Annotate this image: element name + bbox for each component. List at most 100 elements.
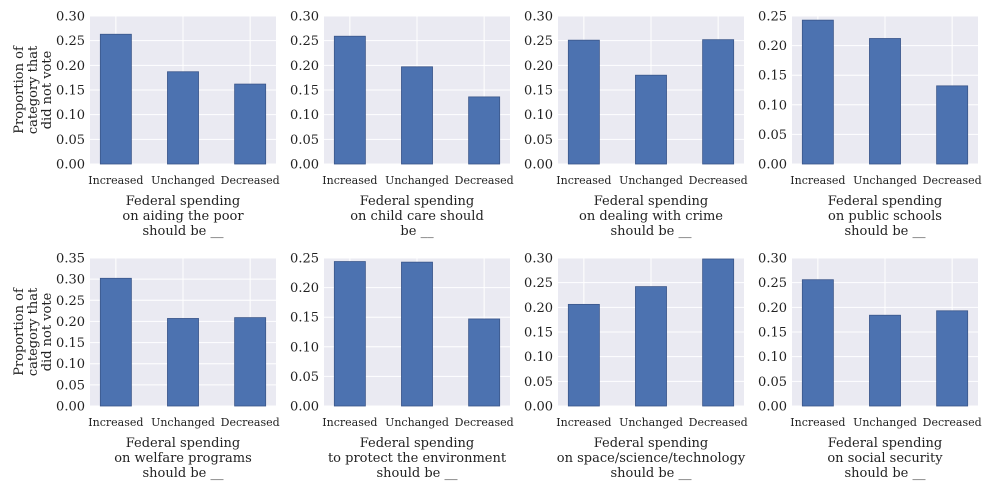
x-tick-label: Decreased <box>455 416 514 429</box>
x-axis-label-line: should be __ <box>142 224 224 239</box>
y-tick-label: 0.25 <box>56 294 85 309</box>
x-axis-label-line: should be __ <box>142 466 224 481</box>
x-tick-label: Unchanged <box>619 416 683 429</box>
y-tick-label: 0.15 <box>524 326 553 341</box>
bar-increased <box>567 39 600 165</box>
subplot-3: 0.00 0.05 0.10 0.15 0.20 0.25 0.30 Increased Unc… <box>524 10 748 240</box>
x-axis-label-line: on welfare programs <box>114 451 252 466</box>
x-axis-label: Federal spending on aiding the poor should… <box>122 194 244 239</box>
y-tick-label: 0.05 <box>56 133 85 148</box>
y-tick-label: 0.10 <box>56 357 85 372</box>
x-axis-label-line: should be __ <box>610 466 692 481</box>
y-tick-label: 0.05 <box>524 375 553 390</box>
bar-increased <box>567 303 600 407</box>
x-axis-label-line: to protect the environment <box>328 451 507 466</box>
bar-unchanged <box>869 314 901 407</box>
subplot-4: 0.00 0.05 0.10 0.15 0.20 0.25 Increased Unchang… <box>758 10 982 240</box>
x-tick-label: Decreased <box>689 416 748 429</box>
x-tick-label: Unchanged <box>151 416 215 429</box>
x-tick-label: Decreased <box>455 174 514 187</box>
bar-decreased <box>468 96 501 165</box>
y-axis-label: Proportion ofcategory thatdid not vote <box>12 287 55 376</box>
x-tick-label: Decreased <box>923 416 982 429</box>
y-tick-label: 0.35 <box>56 252 85 267</box>
y-tick-label: 0.00 <box>758 158 787 173</box>
x-tick-label: Decreased <box>689 174 748 187</box>
x-axis-label-line: be __ <box>400 224 434 239</box>
subplot-7: 0.00 0.05 0.10 0.15 0.20 0.25 0.30 Increased Unc… <box>524 252 748 482</box>
y-tick-label: 0.05 <box>290 370 319 385</box>
y-tick-label: 0.15 <box>290 84 319 99</box>
y-tick-label: 0.25 <box>290 34 319 49</box>
y-tick-label: 0.30 <box>290 10 319 25</box>
x-axis-label-line: Federal spending <box>594 194 709 209</box>
x-tick-label: Unchanged <box>385 416 449 429</box>
x-axis-label-line: on aiding the poor <box>122 209 244 224</box>
bar-increased <box>801 19 834 165</box>
bar-increased <box>99 277 132 407</box>
y-axis-label-line: Proportion of <box>12 45 27 134</box>
x-tick-label: Unchanged <box>853 416 917 429</box>
y-tick-label: 0.20 <box>524 301 553 316</box>
y-tick-label: 0.20 <box>758 39 787 54</box>
y-tick-label: 0.00 <box>56 400 85 415</box>
bar-increased <box>333 35 366 165</box>
bar-increased <box>333 261 366 407</box>
x-axis-label: Federal spending on social security should… <box>827 436 943 481</box>
x-axis-label: Federal spending on dealing with crime sho… <box>579 194 723 239</box>
bar-decreased <box>234 83 267 165</box>
x-axis-label-line: Federal spending <box>828 436 943 451</box>
x-axis-label-line: Federal spending <box>828 194 943 209</box>
y-axis-label-line: category that <box>26 45 41 134</box>
bar-increased <box>99 33 132 165</box>
x-tick-label: Increased <box>88 416 143 429</box>
y-tick-label: 0.10 <box>758 350 787 365</box>
y-tick-label: 0.00 <box>758 400 787 415</box>
y-tick-label: 0.05 <box>758 128 787 143</box>
y-axis-label-line: did not vote <box>40 292 55 371</box>
bar-decreased <box>468 318 501 407</box>
x-axis-label-line: Federal spending <box>360 194 475 209</box>
bar-decreased <box>234 317 267 407</box>
x-axis-label: Federal spending on welfare programs shoul… <box>114 436 252 481</box>
y-tick-label: 0.30 <box>56 10 85 25</box>
x-axis-label-line: should be __ <box>610 224 692 239</box>
y-tick-label: 0.15 <box>524 84 553 99</box>
y-tick-label: 0.15 <box>290 311 319 326</box>
y-tick-label: 0.25 <box>524 34 553 49</box>
subplot-5: 0.00 0.05 0.10 0.15 0.20 0.25 0.30 0.35 Increase… <box>12 252 280 482</box>
x-axis-label-line: Federal spending <box>360 436 475 451</box>
x-tick-label: Decreased <box>221 416 280 429</box>
x-axis-label-line: on space/science/technology <box>557 451 746 466</box>
y-axis-label-line: Proportion of <box>12 287 27 376</box>
x-axis-label-line: should be __ <box>844 466 926 481</box>
x-axis-label: Federal spending on public schools should … <box>828 194 943 239</box>
y-tick-label: 0.00 <box>290 400 319 415</box>
subplot-8: 0.00 0.05 0.10 0.15 0.20 0.25 0.30 Increased Unc… <box>758 252 982 482</box>
x-axis-label-line: on public schools <box>828 209 942 224</box>
x-axis-label: Federal spending to protect the environme… <box>328 436 507 481</box>
y-tick-label: 0.00 <box>524 158 553 173</box>
y-tick-label: 0.30 <box>524 252 553 267</box>
y-tick-label: 0.15 <box>758 69 787 84</box>
y-tick-label: 0.30 <box>758 252 787 267</box>
y-tick-label: 0.15 <box>758 326 787 341</box>
x-tick-label: Increased <box>790 174 845 187</box>
x-tick-label: Increased <box>556 416 611 429</box>
bar-decreased <box>936 310 969 407</box>
x-axis-label: Federal spending on space/science/technol… <box>557 436 746 481</box>
bar-decreased <box>702 39 735 165</box>
bar-increased <box>801 279 834 407</box>
x-tick-label: Unchanged <box>151 174 215 187</box>
x-axis-label-line: Federal spending <box>126 436 241 451</box>
bar-unchanged <box>401 66 433 165</box>
x-axis-label-line: on dealing with crime <box>579 209 723 224</box>
subplot-6: 0.00 0.05 0.10 0.15 0.20 0.25 Increased Unchang… <box>290 252 514 482</box>
y-tick-label: 0.25 <box>524 276 553 291</box>
y-tick-label: 0.00 <box>56 158 85 173</box>
subplot-2: 0.00 0.05 0.10 0.15 0.20 0.25 0.30 Increased Unc… <box>290 10 514 240</box>
bar-decreased <box>702 258 735 407</box>
y-tick-label: 0.10 <box>290 108 319 123</box>
x-tick-label: Decreased <box>221 174 280 187</box>
y-axis-label: Proportion ofcategory thatdid not vote <box>12 45 55 134</box>
